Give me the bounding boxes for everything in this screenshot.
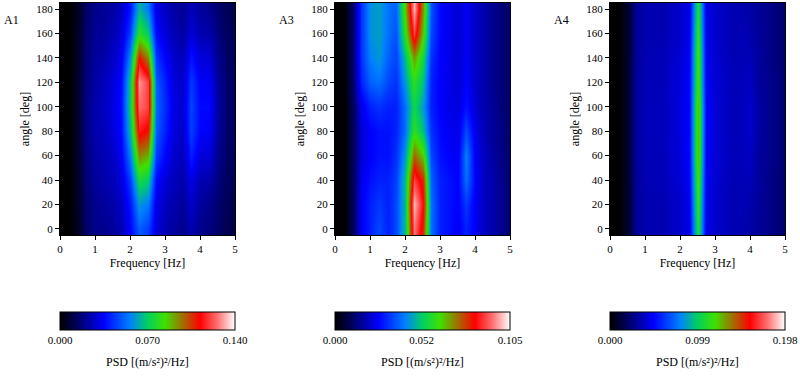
svg-text:40: 40	[317, 174, 329, 186]
svg-text:0: 0	[47, 223, 53, 235]
svg-text:4: 4	[747, 243, 753, 255]
svg-text:angle [deg]: angle [deg]	[18, 92, 32, 146]
svg-text:80: 80	[592, 125, 604, 137]
svg-text:2: 2	[127, 243, 133, 255]
svg-text:Frequency [Hz]: Frequency [Hz]	[385, 256, 461, 270]
svg-text:160: 160	[311, 27, 328, 39]
svg-text:0.000: 0.000	[323, 334, 348, 346]
svg-text:A3: A3	[279, 13, 294, 27]
svg-text:3: 3	[437, 243, 443, 255]
svg-text:Frequency [Hz]: Frequency [Hz]	[660, 256, 736, 270]
svg-text:140: 140	[36, 52, 53, 64]
svg-text:100: 100	[586, 101, 603, 113]
svg-text:40: 40	[592, 174, 604, 186]
svg-text:4: 4	[197, 243, 203, 255]
svg-text:0.000: 0.000	[598, 334, 623, 346]
svg-text:160: 160	[36, 27, 53, 39]
svg-text:Frequency [Hz]: Frequency [Hz]	[110, 256, 186, 270]
svg-text:100: 100	[36, 101, 53, 113]
svg-text:A4: A4	[554, 13, 569, 27]
svg-text:20: 20	[317, 198, 329, 210]
svg-text:140: 140	[311, 52, 328, 64]
svg-text:0.140: 0.140	[223, 334, 248, 346]
svg-text:180: 180	[586, 3, 603, 15]
svg-text:160: 160	[586, 27, 603, 39]
svg-text:0: 0	[607, 243, 613, 255]
svg-text:4: 4	[472, 243, 478, 255]
svg-text:5: 5	[507, 243, 513, 255]
svg-text:0.000: 0.000	[48, 334, 73, 346]
svg-text:0.052: 0.052	[409, 334, 434, 346]
svg-text:PSD [(m/s²)²/Hz]: PSD [(m/s²)²/Hz]	[656, 355, 739, 369]
svg-text:40: 40	[42, 174, 54, 186]
svg-text:2: 2	[402, 243, 408, 255]
svg-text:120: 120	[36, 76, 53, 88]
svg-text:120: 120	[586, 76, 603, 88]
svg-text:100: 100	[311, 101, 328, 113]
svg-text:0: 0	[57, 243, 63, 255]
svg-text:0.099: 0.099	[685, 334, 710, 346]
svg-text:60: 60	[42, 149, 54, 161]
svg-text:5: 5	[782, 243, 788, 255]
svg-text:60: 60	[592, 149, 604, 161]
svg-text:80: 80	[317, 125, 329, 137]
svg-text:0.070: 0.070	[135, 334, 160, 346]
svg-text:1: 1	[642, 243, 648, 255]
svg-text:0: 0	[332, 243, 338, 255]
svg-text:180: 180	[36, 3, 53, 15]
svg-text:20: 20	[592, 198, 604, 210]
svg-text:2: 2	[677, 243, 683, 255]
svg-text:angle [deg]: angle [deg]	[568, 92, 582, 146]
svg-text:140: 140	[586, 52, 603, 64]
svg-text:A1: A1	[4, 13, 19, 27]
svg-text:0.198: 0.198	[773, 334, 798, 346]
svg-text:120: 120	[311, 76, 328, 88]
svg-text:80: 80	[42, 125, 54, 137]
svg-text:PSD [(m/s²)²/Hz]: PSD [(m/s²)²/Hz]	[381, 355, 464, 369]
svg-text:5: 5	[232, 243, 238, 255]
svg-text:0: 0	[597, 223, 603, 235]
svg-text:180: 180	[311, 3, 328, 15]
svg-text:60: 60	[317, 149, 329, 161]
svg-text:3: 3	[162, 243, 168, 255]
svg-text:PSD [(m/s²)²/Hz]: PSD [(m/s²)²/Hz]	[106, 355, 189, 369]
svg-text:3: 3	[712, 243, 718, 255]
svg-text:1: 1	[367, 243, 373, 255]
svg-text:0.105: 0.105	[498, 334, 523, 346]
svg-text:1: 1	[92, 243, 98, 255]
svg-text:20: 20	[42, 198, 54, 210]
svg-text:angle [deg]: angle [deg]	[293, 92, 307, 146]
svg-text:0: 0	[322, 223, 328, 235]
